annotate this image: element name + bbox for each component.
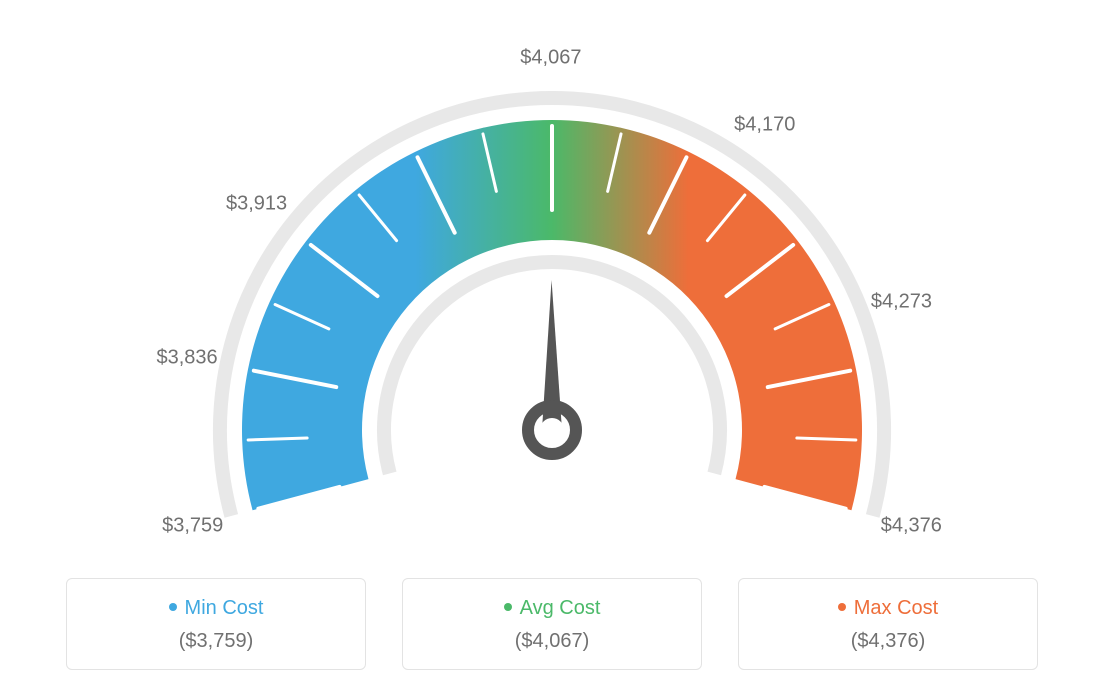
legend-title-min: Min Cost — [77, 597, 355, 620]
dot-icon — [504, 603, 512, 611]
gauge-tick-label: $4,170 — [734, 113, 795, 136]
gauge-tick-label: $4,273 — [871, 291, 932, 314]
legend-row: Min Cost ($3,759) Avg Cost ($4,067) Max … — [0, 578, 1104, 670]
legend-card-min: Min Cost ($3,759) — [66, 578, 366, 670]
legend-title-text: Min Cost — [185, 597, 264, 619]
gauge-chart — [0, 0, 1104, 560]
gauge-tick-label: $3,759 — [162, 515, 223, 538]
legend-title-text: Avg Cost — [520, 597, 601, 619]
legend-card-max: Max Cost ($4,376) — [738, 578, 1038, 670]
gauge-tick-label: $3,913 — [226, 192, 287, 215]
legend-title-avg: Avg Cost — [413, 597, 691, 620]
dot-icon — [169, 603, 177, 611]
legend-value-avg: ($4,067) — [413, 630, 691, 653]
legend-value-max: ($4,376) — [749, 630, 1027, 653]
gauge-container: $3,759 $3,836 $3,913 $4,067 $4,170 $4,273 $4,3… — [0, 0, 1104, 560]
legend-title-max: Max Cost — [749, 597, 1027, 620]
legend-card-avg: Avg Cost ($4,067) — [402, 578, 702, 670]
legend-title-text: Max Cost — [854, 597, 938, 619]
gauge-tick-label: $3,836 — [157, 346, 218, 369]
gauge-tick-label: $4,067 — [520, 47, 581, 70]
legend-value-min: ($3,759) — [77, 630, 355, 653]
gauge-tick-label: $4,376 — [881, 515, 942, 538]
dot-icon — [838, 603, 846, 611]
